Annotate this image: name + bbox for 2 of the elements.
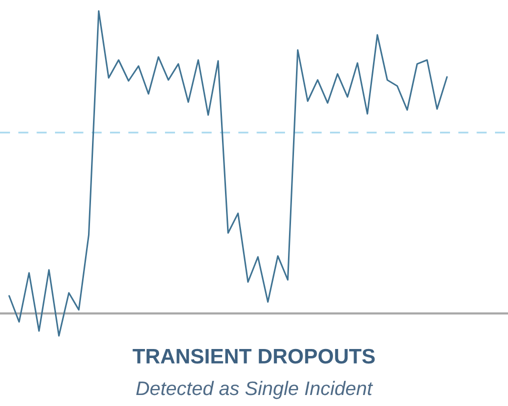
text: TRANSIENT DROPOUTS — [132, 348, 375, 364]
text: Detected as Single Incident — [136, 380, 374, 400]
